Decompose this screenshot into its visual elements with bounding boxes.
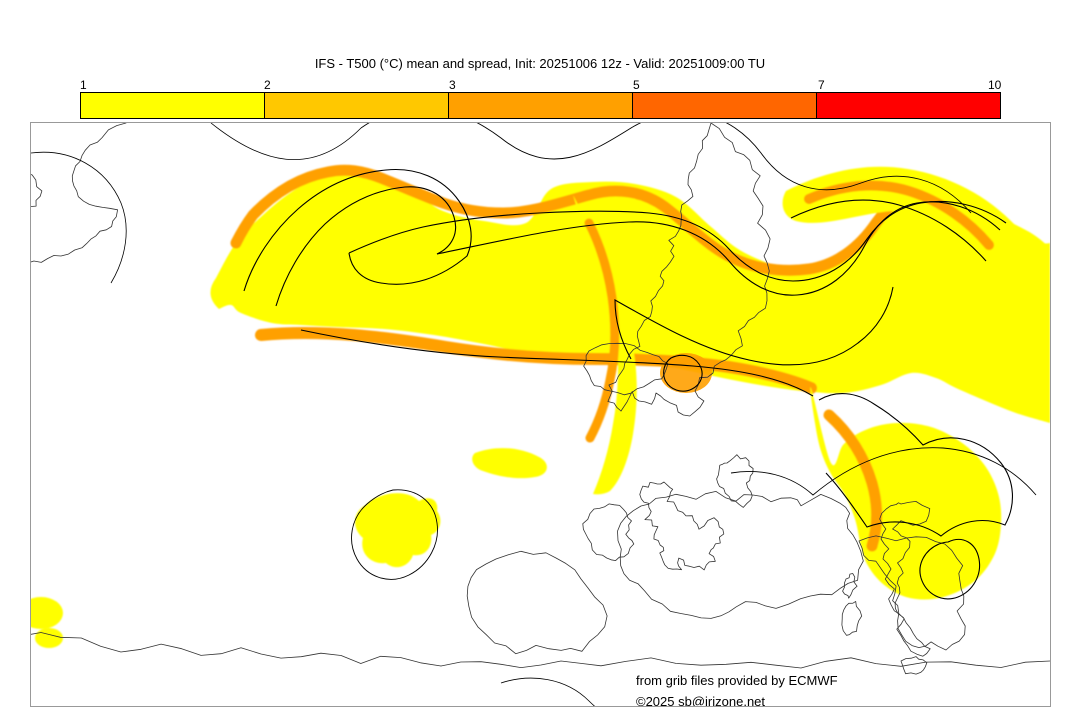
svg-text:©2025 sb@irizone.net: ©2025 sb@irizone.net	[636, 694, 765, 706]
svg-text:from grib files provided by EC: from grib files provided by ECMWF	[636, 673, 838, 688]
